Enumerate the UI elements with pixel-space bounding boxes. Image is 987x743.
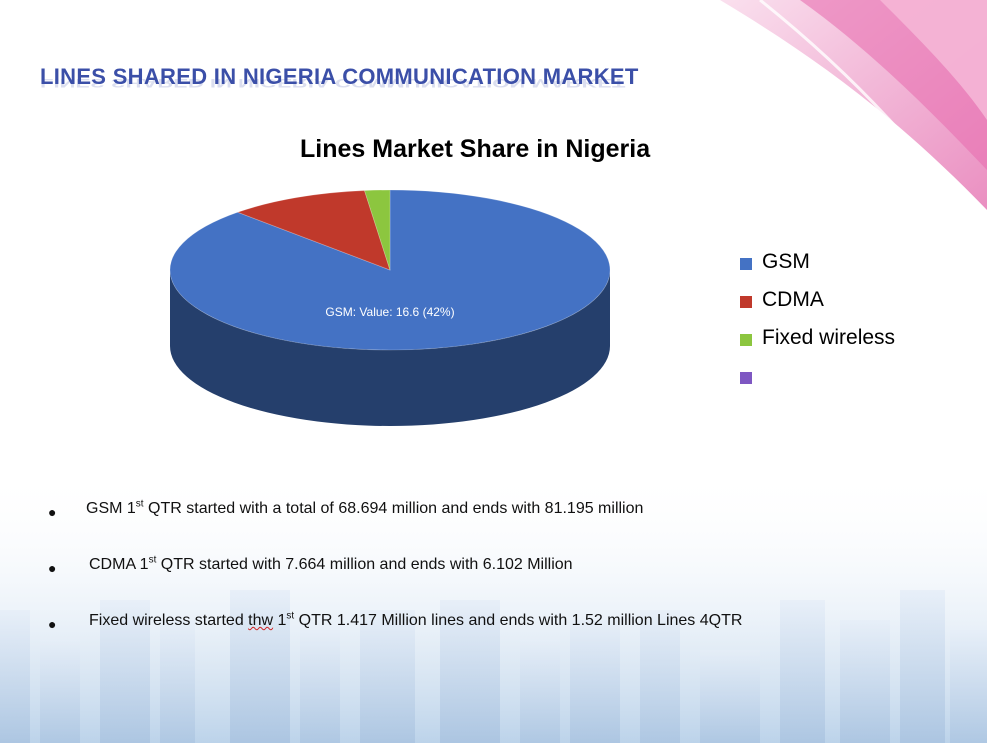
city-skyline-decoration: [0, 470, 987, 743]
pie-side-gsm: [170, 270, 610, 426]
legend-swatch-gsm: [740, 258, 752, 270]
slide-title: LINES SHARED IN NIGERIA COMMUNICATION MA…: [40, 64, 639, 89]
legend-label-cdma: CDMA: [762, 288, 824, 311]
legend-swatch-cdma: [740, 296, 752, 308]
pie-slice-fixed-wireless: [363, 189, 391, 271]
pie-chart: GSM: Value: 16.6 (42%): [169, 189, 611, 426]
legend-label-gsm: GSM: [762, 250, 810, 273]
pie-slice-gsm: [169, 189, 611, 351]
legend-swatch-fixed-wireless: [740, 334, 752, 346]
spellcheck-typo: thw: [248, 612, 274, 629]
bullet-dot-icon: ●: [48, 616, 57, 632]
pie-slice-cdma: [236, 190, 391, 271]
pie-side-group: [170, 270, 610, 426]
legend-label-fixed-wireless: Fixed wireless: [762, 326, 896, 349]
pink-swoosh-decoration: [720, 0, 987, 241]
bullet-text: GSM 1st QTR started with a total of 68.6…: [86, 498, 644, 517]
legend-swatch-empty: [740, 372, 752, 384]
bullet-dot-icon: ●: [48, 560, 57, 576]
slide-title-reflection: LINES SHARED IN NIGERIA COMMUNICATION MA…: [40, 76, 626, 90]
data-label-gsm: GSM: Value: 16.6 (42%): [325, 305, 454, 319]
bullet-text: CDMA 1st QTR started with 7.664 million …: [89, 554, 573, 573]
bullet-text: Fixed wireless started thw 1st QTR 1.417…: [89, 610, 743, 629]
bullet-dot-icon: ●: [48, 504, 57, 520]
chart-title: Lines Market Share in Nigeria: [300, 135, 651, 163]
pie-top-group: [169, 189, 611, 351]
